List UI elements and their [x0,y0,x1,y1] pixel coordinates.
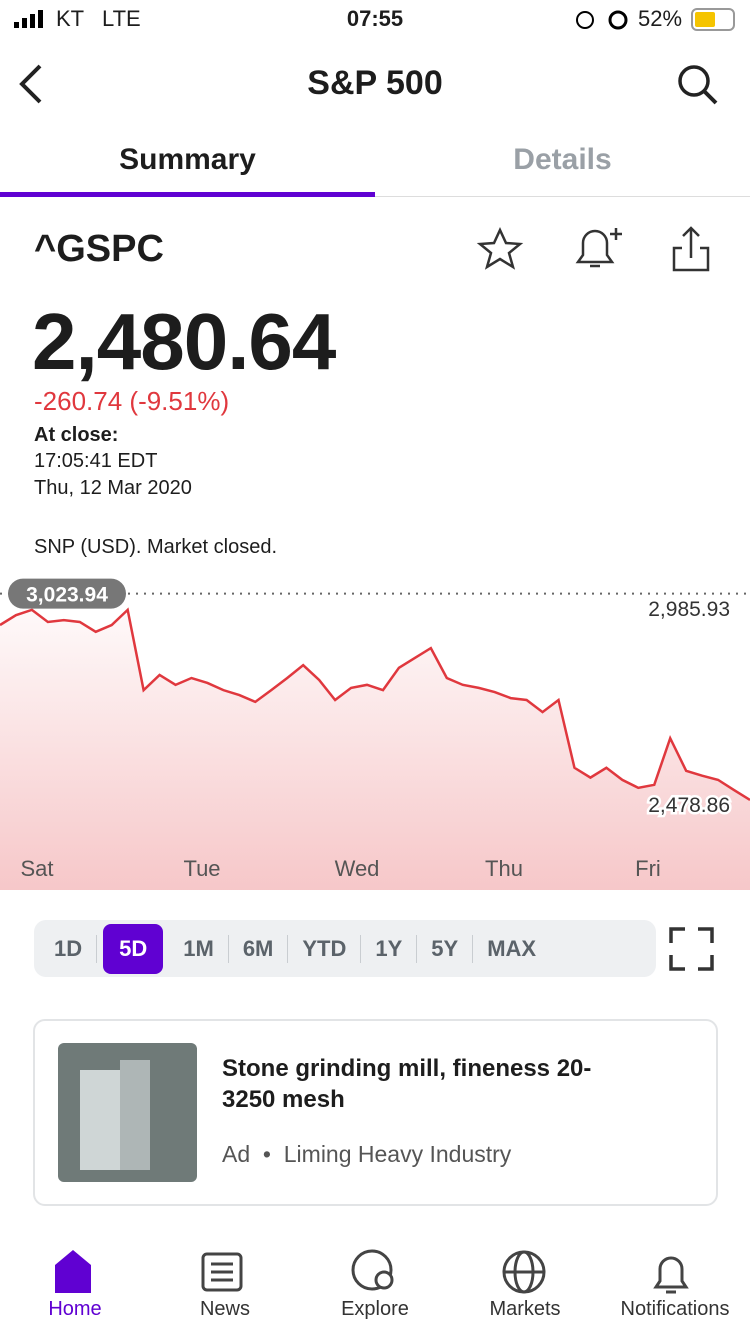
market-note: SNP (USD). Market closed. [34,536,278,558]
nav-item[interactable]: Explore [341,1298,409,1320]
page-title: S&P 500 [307,64,443,102]
x-tick-label: Thu [485,856,523,881]
ad-advertiser: Liming Heavy Industry [283,1141,512,1167]
area [0,609,750,890]
nav-item[interactable]: Home [48,1298,102,1320]
x-tick-label: Fri [635,856,661,881]
range-button[interactable]: 1Y [361,934,418,963]
close-date: Thu, 12 Mar 2020 [34,477,192,499]
network: LTE [102,6,141,31]
close-time: 17:05:41 EDT [34,450,158,472]
ad-tag: Ad [222,1141,251,1167]
ad-card[interactable]: Stone grinding mill, fineness 20-3250 me… [33,1019,718,1206]
nav-item[interactable]: Markets [489,1298,561,1320]
symbol: ^GSPC [34,228,164,270]
range-button[interactable]: 5Y [417,934,474,963]
reference-label: 3,023.94 [26,584,108,607]
nav-item[interactable]: Notifications [620,1298,730,1320]
range-button[interactable]: MAX [487,935,537,961]
x-tick-label: Tue [183,856,221,881]
reference-badge [8,578,126,609]
range-button[interactable]: 5D [103,923,164,974]
range-button[interactable]: YTD [288,934,362,963]
clock: 07:55 [346,6,404,31]
close-label: At close: [34,424,119,446]
x-tick-label: Wed [334,856,380,881]
low-label: 2,478.86 [648,794,730,817]
nav-item[interactable]: News [199,1298,250,1320]
ad-label: Ad • Liming Heavy Industry [222,1141,512,1167]
battery-level: 52% [638,6,683,31]
range-selector: 1D 5D 1M 6M YTD 1Y 5Y MAX [34,920,656,977]
tab[interactable]: Details [513,143,612,176]
chart: 3,023.94 2,985.93 2,478.86 [0,578,750,890]
range-button[interactable]: 1D [40,934,98,963]
carrier: KT [56,6,85,31]
x-tick-label: Sat [20,856,54,881]
price-change: -260.74 (-9.51%) [34,386,230,416]
tab[interactable]: Summary [119,143,256,176]
ad-title: Stone grinding mill, fineness 20-3250 me… [222,1055,592,1113]
price-line [0,607,750,802]
price: 2,480.64 [32,297,336,386]
high-label: 2,985.93 [648,598,730,621]
range-button[interactable]: 6M [229,934,289,963]
range-button[interactable]: 1M [169,934,229,963]
